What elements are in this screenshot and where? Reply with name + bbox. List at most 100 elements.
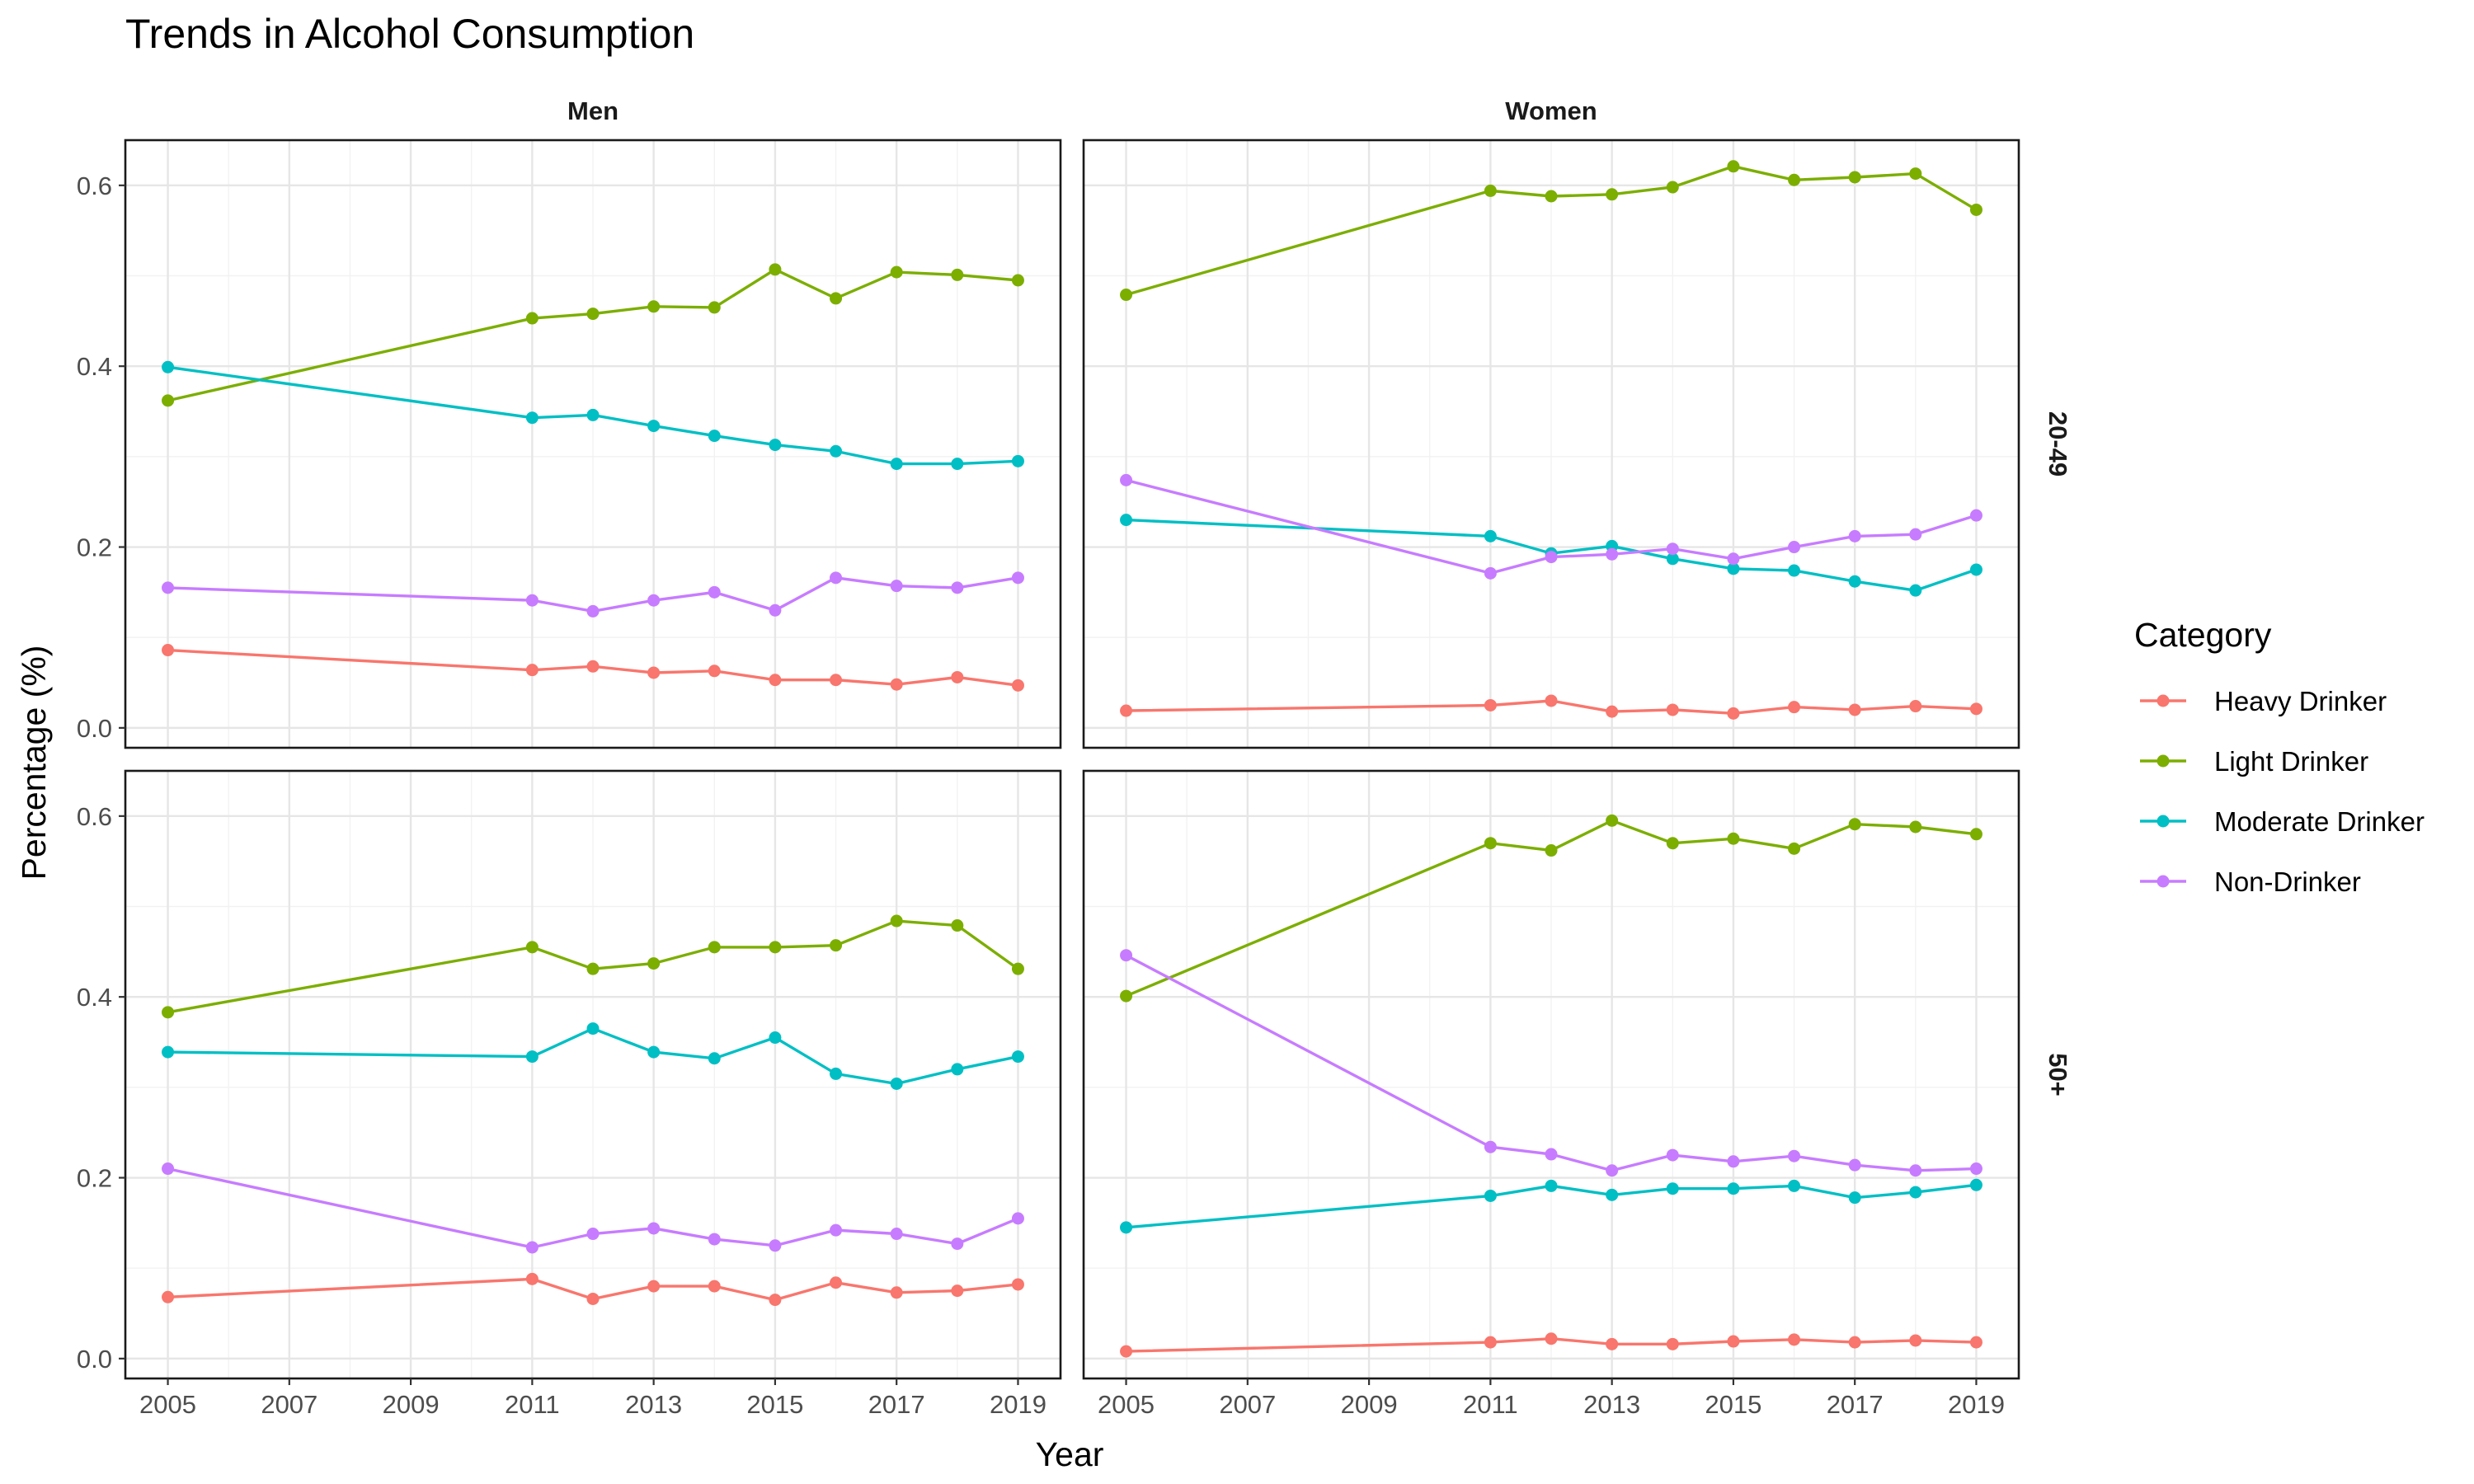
data-point-light-drinker xyxy=(162,394,175,407)
data-point-moderate-drinker xyxy=(586,408,600,421)
data-point-light-drinker xyxy=(1848,818,1861,831)
data-point-light-drinker xyxy=(890,914,903,928)
series-line-moderate-drinker xyxy=(167,1026,1018,1086)
data-point-moderate-drinker xyxy=(890,1077,903,1090)
data-point-non-drinker xyxy=(890,1228,903,1241)
data-point-moderate-drinker xyxy=(1969,563,1982,576)
data-point-moderate-drinker xyxy=(1666,552,1679,566)
x-tick-label: 2011 xyxy=(505,1390,560,1419)
legend-label: Non-Drinker xyxy=(2214,866,2361,897)
data-point-heavy-drinker xyxy=(1788,1333,1801,1346)
data-point-non-drinker xyxy=(1606,1164,1619,1177)
legend-key-point xyxy=(2157,694,2170,707)
data-point-moderate-drinker xyxy=(769,1031,782,1045)
x-tick-label: 2013 xyxy=(1583,1390,1640,1419)
data-point-non-drinker xyxy=(1969,509,1982,522)
data-point-non-drinker xyxy=(830,1223,843,1237)
data-point-non-drinker xyxy=(1011,1212,1024,1225)
data-point-heavy-drinker xyxy=(1969,702,1982,716)
data-point-non-drinker xyxy=(769,1239,782,1252)
data-point-moderate-drinker xyxy=(830,444,843,458)
series-line-heavy-drinker xyxy=(167,648,1018,687)
data-point-non-drinker xyxy=(1788,1149,1801,1162)
data-point-moderate-drinker xyxy=(1909,1186,1922,1199)
data-point-moderate-drinker xyxy=(647,1045,661,1059)
data-point-moderate-drinker xyxy=(769,439,782,452)
x-tick-label: 2013 xyxy=(625,1390,682,1419)
data-point-moderate-drinker xyxy=(1788,1179,1801,1192)
data-point-moderate-drinker xyxy=(586,1022,600,1036)
data-point-light-drinker xyxy=(647,300,661,313)
data-point-moderate-drinker xyxy=(1011,454,1024,467)
data-point-moderate-drinker xyxy=(1727,562,1740,575)
data-point-non-drinker xyxy=(1484,566,1497,580)
panel-border xyxy=(1082,769,2020,1380)
strip-label-50: 50+ xyxy=(2044,1053,2072,1097)
data-point-heavy-drinker xyxy=(1969,1336,1982,1349)
legend-key-point xyxy=(2157,875,2170,888)
y-tick-label: 0.4 xyxy=(77,983,112,1012)
data-point-non-drinker xyxy=(647,594,661,607)
data-point-moderate-drinker xyxy=(162,1045,175,1059)
data-point-moderate-drinker xyxy=(1909,584,1922,597)
data-point-heavy-drinker xyxy=(586,1292,600,1305)
data-point-moderate-drinker xyxy=(951,1063,964,1076)
series-line-light-drinker xyxy=(167,919,1019,1014)
y-tick-label: 0.6 xyxy=(77,171,112,200)
data-point-non-drinker xyxy=(1011,571,1024,585)
data-point-non-drinker xyxy=(1909,1164,1922,1177)
data-point-non-drinker xyxy=(1666,1148,1679,1162)
legend-entry-non-drinker: Non-Drinker xyxy=(2140,866,2361,897)
data-point-non-drinker xyxy=(1484,1140,1497,1153)
data-point-light-drinker xyxy=(1606,814,1619,827)
data-point-light-drinker xyxy=(1545,190,1558,203)
y-tick-label: 0.0 xyxy=(77,1345,112,1374)
data-point-non-drinker xyxy=(890,580,903,593)
series-line-moderate-drinker xyxy=(1126,518,1978,592)
data-point-non-drinker xyxy=(525,1241,539,1254)
data-point-moderate-drinker xyxy=(525,1050,539,1064)
data-point-light-drinker xyxy=(951,919,964,932)
data-point-moderate-drinker xyxy=(830,1067,843,1080)
strip-label-20-49: 20-49 xyxy=(2044,411,2072,477)
data-point-light-drinker xyxy=(1011,274,1024,287)
data-point-non-drinker xyxy=(647,1222,661,1235)
panel-men-20-49: Men 0.0 0.2 0.4 0.6 xyxy=(77,96,1062,749)
panel-border xyxy=(124,139,1062,749)
legend-key-point xyxy=(2157,754,2170,768)
strip-label-men: Men xyxy=(567,96,618,125)
data-point-moderate-drinker xyxy=(525,411,539,425)
x-tick-label: 2011 xyxy=(1463,1390,1518,1419)
data-point-moderate-drinker xyxy=(1606,1188,1619,1201)
data-point-heavy-drinker xyxy=(1727,707,1740,720)
data-point-light-drinker xyxy=(1545,844,1558,857)
y-tick-label: 0.6 xyxy=(77,802,112,831)
data-point-light-drinker xyxy=(1969,828,1982,841)
data-point-moderate-drinker xyxy=(890,458,903,471)
data-point-heavy-drinker xyxy=(1727,1335,1740,1348)
data-point-light-drinker xyxy=(525,941,539,954)
data-point-light-drinker xyxy=(951,268,964,281)
data-point-moderate-drinker xyxy=(951,458,964,471)
data-point-light-drinker xyxy=(1788,173,1801,186)
x-axis-title: Year xyxy=(1036,1435,1104,1473)
data-point-light-drinker xyxy=(525,312,539,325)
data-point-moderate-drinker xyxy=(162,360,175,373)
data-point-heavy-drinker xyxy=(525,1272,539,1285)
data-point-light-drinker xyxy=(769,941,782,954)
data-point-light-drinker xyxy=(1484,184,1497,197)
data-point-light-drinker xyxy=(1788,842,1801,855)
data-point-heavy-drinker xyxy=(647,666,661,679)
data-point-light-drinker xyxy=(586,962,600,975)
strip-label-women: Women xyxy=(1505,96,1597,125)
data-point-light-drinker xyxy=(1011,962,1024,975)
data-point-heavy-drinker xyxy=(1788,701,1801,714)
data-point-light-drinker xyxy=(1727,160,1740,173)
data-point-non-drinker xyxy=(525,594,539,607)
data-point-heavy-drinker xyxy=(1848,1336,1861,1349)
data-point-non-drinker xyxy=(1120,473,1133,486)
data-point-light-drinker xyxy=(1606,188,1619,201)
data-point-heavy-drinker xyxy=(1545,1332,1558,1345)
data-point-non-drinker xyxy=(708,585,721,599)
data-point-non-drinker xyxy=(1788,541,1801,554)
